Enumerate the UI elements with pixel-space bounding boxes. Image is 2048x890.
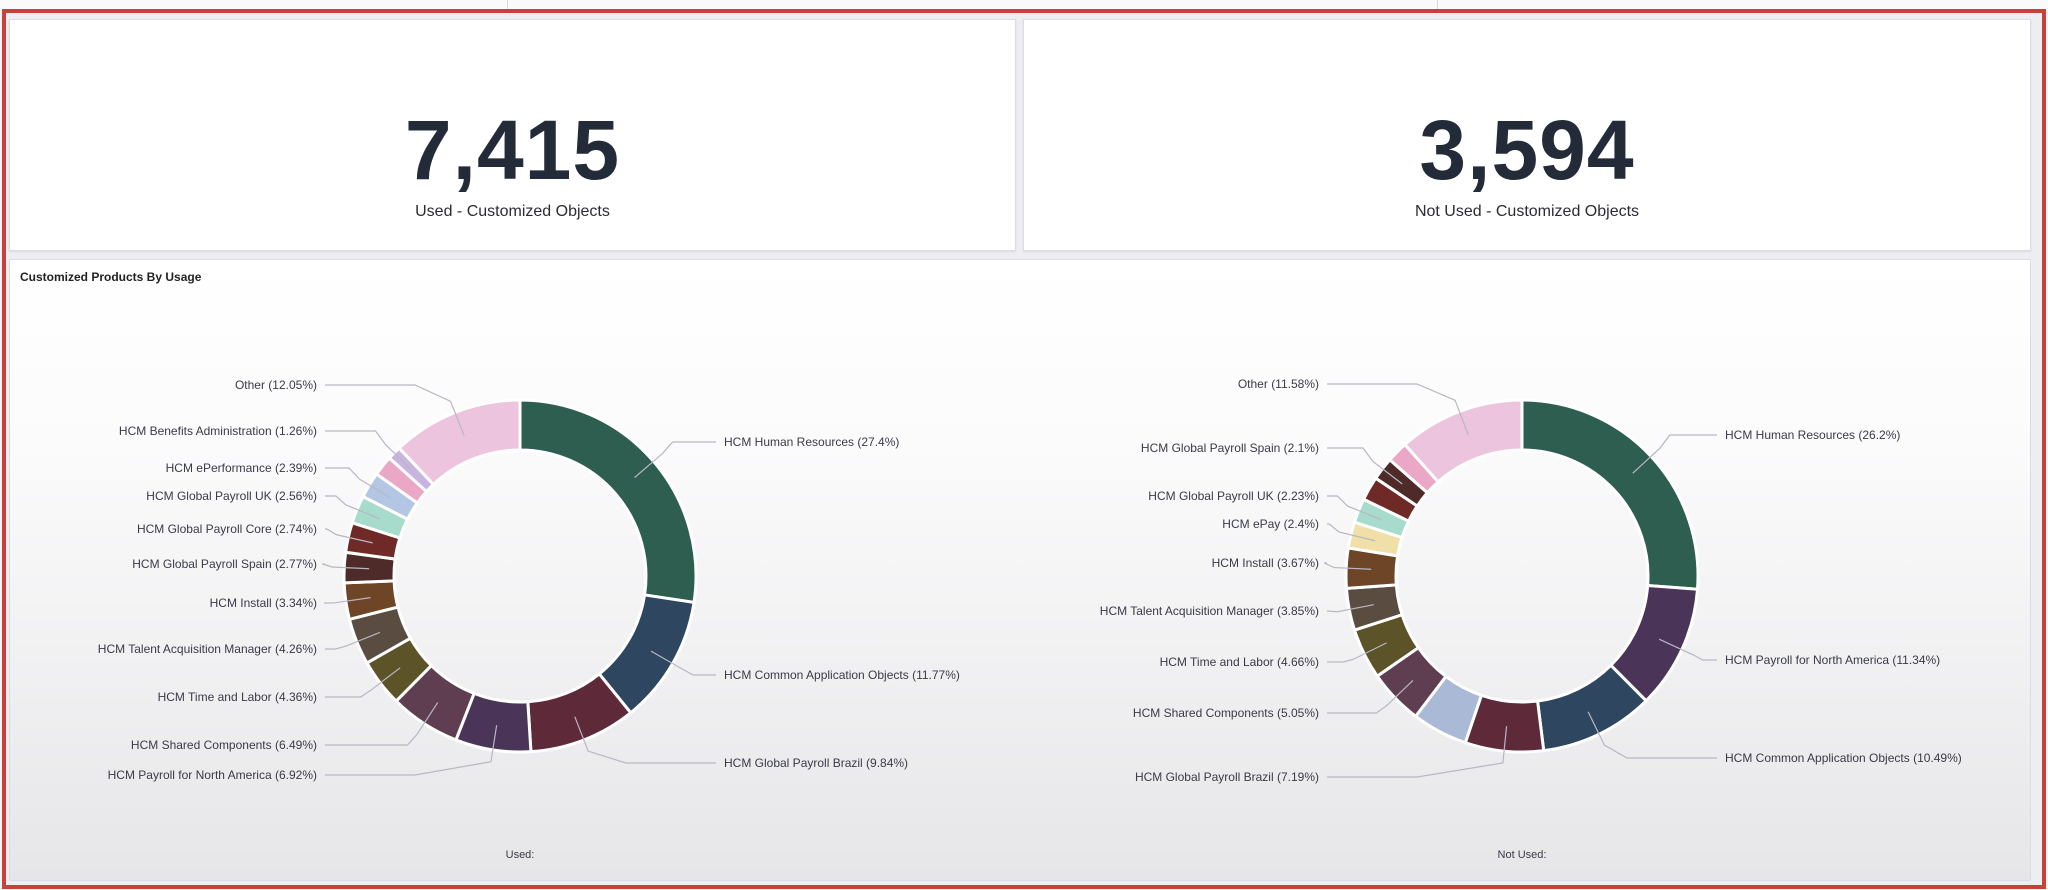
kpi-card-used[interactable]: 7,415 Used - Customized Objects (9, 19, 1016, 251)
leader-line (574, 716, 716, 764)
slice-label: HCM ePay (2.4%) (1222, 517, 1319, 531)
top-strip (0, 0, 2048, 10)
leader-line (1327, 495, 1383, 521)
leader-line (1658, 638, 1717, 661)
slice-label: HCM Global Payroll Brazil (7.19%) (1135, 770, 1319, 784)
slice-label: HCM Shared Components (5.05%) (1133, 706, 1319, 720)
leader-line (325, 430, 413, 471)
leader-line (1327, 642, 1387, 663)
leader-line (325, 631, 381, 650)
leader-line (325, 384, 465, 436)
slice-label: HCM Time and Labor (4.66%) (1160, 655, 1319, 669)
kpi-card-not-used[interactable]: 3,594 Not Used - Customized Objects (1023, 19, 2031, 251)
slice-label: HCM Install (3.67%) (1212, 556, 1319, 570)
not-used-donut: HCM Human Resources (26.2%) HCM Payroll f… (1100, 377, 1962, 861)
slice-label: Other (12.05%) (235, 378, 317, 392)
leader-line (325, 467, 392, 499)
leader-line (1632, 434, 1717, 474)
slice-label: HCM Global Payroll Spain (2.77%) (132, 557, 317, 571)
slice-label: Other (11.58%) (1238, 377, 1319, 391)
leader-line (1327, 523, 1376, 542)
slice-label: HCM Payroll for North America (6.92%) (108, 768, 317, 782)
chart-caption: Not Used: (1498, 849, 1547, 861)
donut-slice[interactable] (1402, 398, 1524, 485)
leader-line (1327, 726, 1508, 778)
slice-label: HCM Time and Labor (4.36%) (158, 690, 317, 704)
kpi-label: Not Used - Customized Objects (1414, 203, 1640, 220)
slice-label: HCM Install (3.34%) (210, 596, 317, 610)
used-donut: HCM Human Resources (27.4%) HCM Common Ap… (98, 378, 960, 861)
kpi-value: 7,415 (404, 103, 621, 197)
divider (507, 0, 508, 10)
divider (1437, 0, 1438, 10)
leader-line (323, 597, 371, 604)
slice-label: HCM Human Resources (26.2%) (1725, 428, 1900, 442)
slice-label: HCM Global Payroll Brazil (9.84%) (724, 756, 908, 770)
slice-label: HCM Human Resources (27.4%) (724, 435, 899, 449)
kpi-label: Used - Customized Objects (415, 203, 610, 220)
leader-line (1587, 711, 1717, 759)
slice-label: HCM Global Payroll Spain (2.1%) (1141, 441, 1319, 455)
slice-label: HCM ePerformance (2.39%) (166, 461, 317, 475)
slice-label: HCM Payroll for North America (11.34%) (1725, 653, 1940, 667)
leader-line (1323, 562, 1372, 570)
donut-charts: HCM Human Resources (27.4%) HCM Common Ap… (98, 377, 1962, 861)
leader-line (325, 495, 381, 520)
donut-slice[interactable] (518, 398, 698, 605)
chart-title: Customized Products By Usage (20, 270, 202, 284)
slice-label: HCM Global Payroll UK (2.56%) (146, 489, 317, 503)
leader-line (325, 667, 401, 698)
chart-caption: Used: (506, 849, 535, 861)
leader-line (650, 650, 716, 676)
slice-label: HCM Global Payroll UK (2.23%) (1148, 489, 1319, 503)
slice-label: HCM Common Application Objects (11.77%) (724, 668, 960, 682)
slice-label: HCM Talent Acquisition Manager (4.26%) (98, 642, 317, 656)
leader-line (1327, 447, 1403, 485)
leader-line (325, 702, 439, 746)
leader-line (322, 563, 370, 570)
customized-products-chart-panel: Customized Products By Usage HCM Human R… (9, 259, 2031, 881)
slice-label: HCM Common Application Objects (10.49%) (1725, 751, 1962, 765)
slice-label: HCM Benefits Administration (1.26%) (119, 424, 317, 438)
leader-line (325, 528, 373, 544)
donut-slice[interactable] (1520, 398, 1700, 591)
donut-slice[interactable] (396, 398, 522, 487)
leader-line (1327, 383, 1469, 436)
leader-line (325, 725, 498, 776)
slice-label: HCM Shared Components (6.49%) (131, 738, 317, 752)
kpi-value: 3,594 (1419, 103, 1635, 197)
dashboard-frame: 7,415 Used - Customized Objects 3,594 No… (2, 9, 2046, 889)
leader-line (1327, 680, 1414, 714)
slice-label: HCM Talent Acquisition Manager (3.85%) (1100, 604, 1319, 618)
slice-label: HCM Global Payroll Core (2.74%) (137, 522, 317, 536)
leader-line (1327, 604, 1374, 613)
leader-line (634, 441, 716, 479)
